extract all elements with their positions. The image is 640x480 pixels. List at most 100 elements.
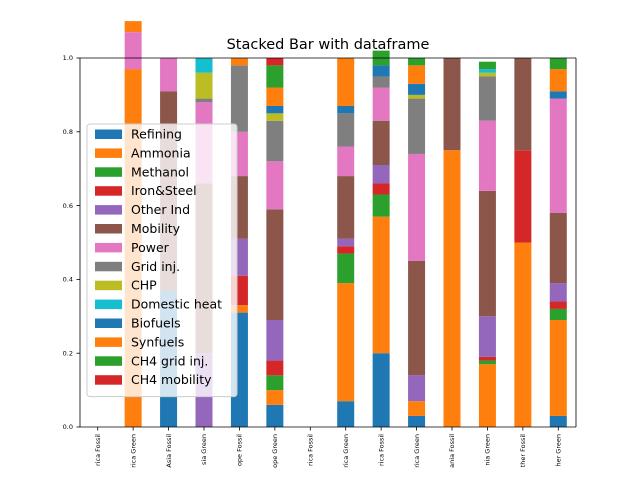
y-tick-label: 0.0 (63, 423, 73, 431)
x-tick-label: rica Green (342, 434, 350, 468)
bar-segment-5-4 (266, 319, 284, 361)
legend-label: Iron&Steel (131, 183, 197, 198)
legend-label: Grid inj. (131, 259, 180, 274)
bar-segment-5-13 (266, 58, 284, 66)
bar-segment-8-1 (372, 216, 390, 354)
bar-segment-8-10 (372, 65, 390, 77)
bar-segment-9-7 (408, 98, 426, 154)
bar-segment-13-6 (549, 98, 567, 213)
bar-segment-5-1 (266, 390, 284, 405)
y-tick-label: 0.8 (63, 128, 73, 136)
bar-segment-11-7 (478, 76, 496, 121)
bar-segment-7-6 (337, 146, 355, 177)
bar-segment-8-5 (372, 120, 390, 166)
x-tick-label: rica Fossil (377, 434, 385, 466)
bar-segment-13-10 (549, 91, 567, 99)
bar-segment-13-3 (549, 301, 567, 309)
bar-segment-9-10 (408, 83, 426, 95)
bar-segment-11-4 (478, 316, 496, 357)
legend-swatch (95, 299, 122, 310)
bar-segment-4-1 (230, 305, 248, 313)
bar-segment-8-0 (372, 353, 390, 427)
bar-segment-5-7 (266, 120, 284, 162)
bar-segment-11-1 (478, 364, 496, 427)
legend-label: CH4 grid inj. (131, 353, 208, 368)
bar-segment-5-3 (266, 360, 284, 376)
bar-segment-7-5 (337, 176, 355, 239)
y-tick-label: 0.4 (63, 276, 73, 284)
legend-swatch (95, 261, 122, 272)
legend-label: Ammonia (131, 145, 191, 160)
x-tick-label: rica Green (413, 434, 421, 468)
chart-title: Stacked Bar with dataframe (227, 37, 430, 53)
bar-segment-11-9 (478, 69, 496, 73)
x-tick-label: ope Green (271, 434, 279, 468)
legend-label: Domestic heat (131, 297, 222, 312)
bar-segment-5-5 (266, 209, 284, 320)
legend-box (86, 123, 238, 398)
bar-segment-7-2 (337, 253, 355, 284)
bar-segment-11-2 (478, 360, 496, 365)
legend-swatch (95, 205, 122, 215)
bar-segment-11-8 (478, 72, 496, 77)
bar-segment-1-11 (124, 21, 142, 33)
legend-label: Other Ind (131, 202, 190, 217)
legend-swatch (95, 224, 122, 234)
bar-segment-13-4 (549, 283, 567, 302)
legend-label: Synfuels (131, 334, 184, 349)
bar-segment-7-4 (337, 238, 355, 247)
bar-segment-7-0 (337, 401, 355, 427)
legend-label: Refining (131, 127, 182, 142)
bar-segment-8-7 (372, 76, 390, 88)
bar-segment-7-11 (337, 58, 355, 106)
bar-segment-5-6 (266, 161, 284, 210)
bar-segment-9-11 (408, 65, 426, 84)
legend-swatch (95, 148, 122, 158)
bar-segment-13-5 (549, 212, 567, 284)
y-tick-label: 0.6 (63, 202, 73, 210)
x-tick-label: her Green (554, 434, 562, 467)
x-tick-label: ania Fossil (448, 434, 456, 468)
bar-segment-7-10 (337, 105, 355, 114)
bar-segment-8-4 (372, 165, 390, 184)
legend-label: Power (131, 240, 170, 255)
bar-segment-5-12 (266, 65, 284, 88)
bar-segment-5-0 (266, 404, 284, 427)
bar-segment-7-3 (337, 246, 355, 254)
bar-segment-12-5 (514, 58, 532, 151)
bar-segment-7-1 (337, 283, 355, 402)
x-tick-label: rica Green (129, 434, 137, 468)
legend-label: Mobility (131, 221, 181, 236)
bar-segment-13-2 (549, 308, 567, 320)
bar-segment-9-4 (408, 375, 426, 402)
legend-label: CH4 mobility (131, 372, 212, 387)
bar-segment-9-6 (408, 153, 426, 261)
bar-segment-10-1 (443, 150, 461, 427)
bar-segment-2-6 (160, 58, 178, 92)
bar-segment-11-3 (478, 356, 496, 361)
bar-segment-7-7 (337, 113, 355, 147)
bar-segment-9-5 (408, 260, 426, 376)
bar-segment-9-0 (408, 415, 426, 427)
bar-segment-11-5 (478, 190, 496, 317)
bar-segment-13-12 (549, 58, 567, 70)
x-tick-label: rica Fossil (306, 434, 314, 466)
bar-segment-8-3 (372, 183, 390, 195)
legend-label: CHP (131, 278, 157, 293)
bar-segment-13-0 (549, 415, 567, 427)
bar-segment-4-11 (230, 58, 248, 66)
bar-segment-3-9 (195, 58, 213, 73)
x-tick-label: rica Fossil (94, 434, 102, 466)
bar-segment-3-8 (195, 72, 213, 99)
legend-swatch (95, 242, 122, 253)
legend-swatch (95, 356, 122, 366)
y-tick-label: 1.0 (63, 54, 73, 62)
bar-segment-11-6 (478, 120, 496, 191)
x-tick-label: ope Fossil (236, 434, 244, 466)
legend-swatch (95, 186, 122, 196)
bar-segment-12-1 (514, 242, 532, 427)
legend-swatch (95, 318, 122, 328)
legend-swatch (95, 337, 122, 347)
x-tick-label: ther Fossil (519, 434, 527, 467)
